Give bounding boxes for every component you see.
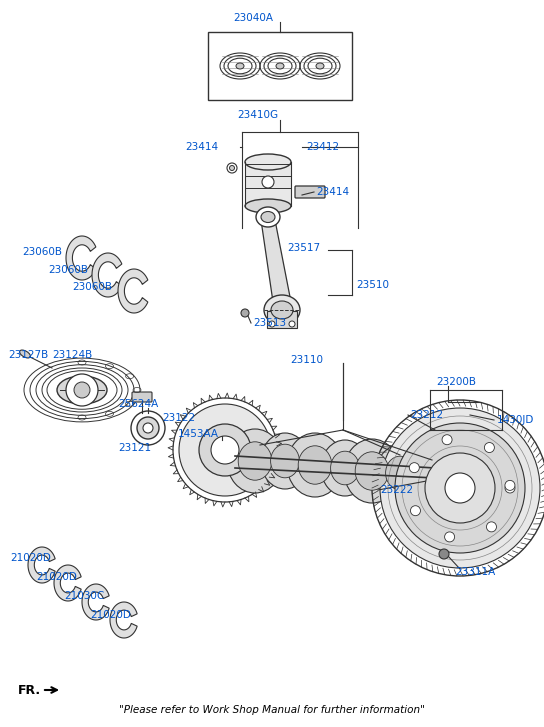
- Text: 23121: 23121: [118, 443, 151, 453]
- Ellipse shape: [137, 417, 159, 439]
- Ellipse shape: [331, 451, 360, 485]
- Text: 23513: 23513: [253, 318, 286, 328]
- Circle shape: [289, 321, 295, 327]
- Circle shape: [241, 309, 249, 317]
- Polygon shape: [82, 584, 109, 620]
- Ellipse shape: [271, 301, 293, 319]
- Circle shape: [425, 453, 495, 523]
- Circle shape: [409, 462, 419, 473]
- Text: 23060B: 23060B: [72, 282, 112, 292]
- Ellipse shape: [236, 63, 244, 69]
- Ellipse shape: [227, 429, 283, 493]
- Circle shape: [505, 481, 515, 491]
- Ellipse shape: [264, 295, 300, 325]
- Circle shape: [486, 522, 497, 532]
- Text: 21030C: 21030C: [64, 591, 104, 601]
- Ellipse shape: [409, 457, 435, 489]
- Text: 1453AA: 1453AA: [178, 429, 219, 439]
- Circle shape: [230, 166, 234, 171]
- Ellipse shape: [386, 457, 415, 490]
- Ellipse shape: [57, 376, 107, 404]
- Text: 23517: 23517: [287, 243, 320, 253]
- Circle shape: [439, 549, 449, 559]
- Polygon shape: [267, 311, 297, 328]
- Polygon shape: [54, 565, 81, 601]
- Text: 23124B: 23124B: [52, 350, 92, 360]
- Ellipse shape: [143, 423, 153, 433]
- Circle shape: [199, 424, 251, 476]
- Ellipse shape: [376, 445, 424, 501]
- Circle shape: [262, 176, 274, 188]
- Polygon shape: [66, 236, 96, 280]
- Polygon shape: [118, 269, 148, 313]
- Ellipse shape: [20, 350, 30, 358]
- Ellipse shape: [256, 207, 280, 227]
- Text: 23414: 23414: [185, 142, 218, 152]
- Ellipse shape: [321, 440, 369, 496]
- Text: 23414: 23414: [316, 187, 349, 197]
- Text: 23040A: 23040A: [233, 13, 273, 23]
- FancyBboxPatch shape: [132, 392, 152, 402]
- Circle shape: [445, 473, 475, 503]
- Circle shape: [444, 532, 455, 542]
- Polygon shape: [92, 253, 122, 297]
- Ellipse shape: [287, 433, 343, 497]
- Ellipse shape: [270, 444, 299, 478]
- Text: 21020D: 21020D: [36, 572, 77, 582]
- Ellipse shape: [344, 439, 400, 503]
- Ellipse shape: [422, 456, 442, 484]
- Text: 23200B: 23200B: [436, 377, 476, 387]
- Ellipse shape: [245, 199, 291, 213]
- Circle shape: [380, 408, 540, 568]
- Circle shape: [484, 443, 494, 452]
- Text: 23212: 23212: [410, 410, 443, 420]
- Text: 23412: 23412: [306, 142, 339, 152]
- Ellipse shape: [316, 63, 324, 69]
- Circle shape: [411, 506, 421, 515]
- Bar: [208, 32, 352, 100]
- Bar: [245, 162, 291, 206]
- Text: 23510: 23510: [356, 280, 389, 290]
- Circle shape: [442, 435, 452, 445]
- Circle shape: [211, 436, 239, 464]
- Ellipse shape: [261, 433, 309, 489]
- Ellipse shape: [355, 451, 389, 490]
- Text: FR.: FR.: [18, 683, 41, 696]
- Circle shape: [66, 374, 98, 406]
- Text: "Please refer to Work Shop Manual for further information": "Please refer to Work Shop Manual for fu…: [119, 705, 425, 715]
- Text: 23110: 23110: [290, 355, 323, 365]
- Text: 23127B: 23127B: [8, 350, 48, 360]
- Text: 23060B: 23060B: [22, 247, 62, 257]
- Ellipse shape: [245, 154, 291, 170]
- Text: 21020D: 21020D: [90, 610, 131, 620]
- Text: 23122: 23122: [162, 413, 195, 423]
- Polygon shape: [261, 220, 291, 302]
- Text: 1430JD: 1430JD: [497, 415, 534, 425]
- Circle shape: [505, 483, 515, 493]
- Text: 23222: 23222: [380, 485, 413, 495]
- Ellipse shape: [261, 212, 275, 222]
- Ellipse shape: [238, 442, 272, 481]
- Circle shape: [74, 382, 90, 398]
- Text: 23060B: 23060B: [48, 265, 88, 275]
- Circle shape: [269, 321, 275, 327]
- Polygon shape: [28, 547, 55, 583]
- FancyBboxPatch shape: [295, 186, 325, 198]
- Ellipse shape: [298, 446, 332, 484]
- Ellipse shape: [417, 449, 447, 491]
- Ellipse shape: [276, 63, 284, 69]
- Polygon shape: [110, 602, 137, 638]
- Text: 25624A: 25624A: [118, 399, 158, 409]
- Circle shape: [395, 423, 525, 553]
- Circle shape: [179, 404, 271, 496]
- Text: 23410G: 23410G: [237, 110, 279, 120]
- Text: 23311A: 23311A: [455, 567, 495, 577]
- Ellipse shape: [400, 447, 444, 499]
- Text: 21020D: 21020D: [10, 553, 51, 563]
